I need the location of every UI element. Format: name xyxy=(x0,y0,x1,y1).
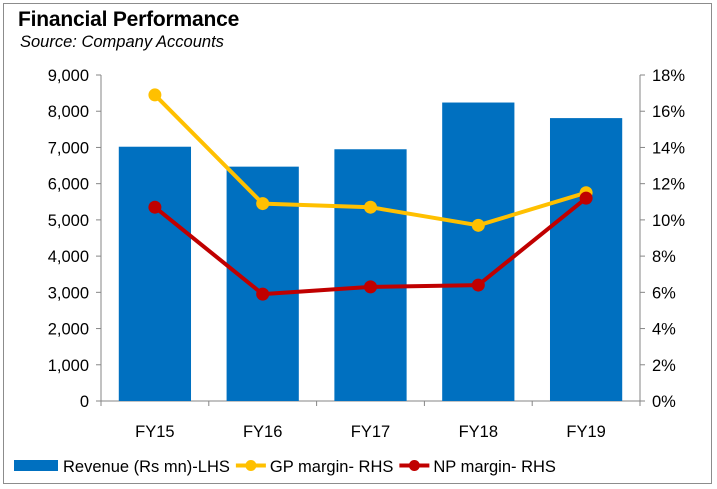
right-axis-tick-label: 0% xyxy=(652,393,676,411)
x-axis-tick-label: FY18 xyxy=(459,423,498,441)
left-axis-tick-label: 3,000 xyxy=(48,284,89,302)
x-axis-tick-label: FY16 xyxy=(243,423,282,441)
right-axis-tick-label: 8% xyxy=(652,248,676,266)
legend-swatch-revenue xyxy=(14,460,58,471)
np-margin-point xyxy=(364,280,377,294)
gp-margin-point xyxy=(471,218,485,232)
right-axis-tick-label: 2% xyxy=(652,357,676,375)
left-axis-tick-label: 9,000 xyxy=(48,67,89,85)
gp-margin-point xyxy=(364,200,377,214)
lines-group xyxy=(148,88,593,301)
chart-title: Financial Performance xyxy=(18,8,240,31)
left-axis-tick-label: 5,000 xyxy=(48,212,89,230)
np-margin-point xyxy=(256,287,270,301)
right-axis-tick-label: 12% xyxy=(652,176,685,194)
bars-group xyxy=(118,102,623,402)
revenue-bar xyxy=(334,149,407,401)
right-axis-tick-label: 14% xyxy=(652,139,685,157)
gp-margin-point xyxy=(256,197,270,211)
gp-margin-point xyxy=(148,88,162,102)
right-axis-tick-label: 16% xyxy=(652,103,685,121)
legend-label: GP margin- RHS xyxy=(270,458,393,476)
left-axis-tick-label: 8,000 xyxy=(48,103,89,121)
revenue-bar xyxy=(442,102,515,401)
legend-label: NP margin- RHS xyxy=(433,458,556,476)
left-axis-tick-label: 1,000 xyxy=(48,357,89,375)
legend-label: Revenue (Rs mn)-LHS xyxy=(63,458,230,476)
right-axis-tick-label: 18% xyxy=(652,67,685,85)
chart-subtitle: Source: Company Accounts xyxy=(20,33,224,51)
x-axis-tick-label: FY17 xyxy=(351,423,390,441)
right-axis-tick-label: 4% xyxy=(652,321,676,339)
chart-frame xyxy=(3,3,712,484)
revenue-bar xyxy=(118,146,192,401)
np-margin-point xyxy=(471,278,485,292)
legend-swatch-np-marker xyxy=(408,460,420,471)
legend: Revenue (Rs mn)-LHS GP margin- RHS NP marg… xyxy=(14,458,556,476)
legend-swatch-gp-marker xyxy=(245,460,257,471)
revenue-bar xyxy=(549,118,623,402)
x-axis-tick-label: FY19 xyxy=(566,423,605,441)
left-axis-tick-label: 0 xyxy=(80,393,89,411)
left-axis-tick-label: 2,000 xyxy=(48,321,89,339)
axes-group: 0 1,000 2,000 3,000 4,000 5,000 6,000 7,000 8,00… xyxy=(48,67,686,441)
np-margin-point xyxy=(148,200,162,214)
right-axis-tick-label: 6% xyxy=(652,284,676,302)
left-axis-tick-label: 6,000 xyxy=(48,176,89,194)
x-axis-tick-label: FY15 xyxy=(135,423,174,441)
np-margin-point xyxy=(579,191,593,205)
left-axis-tick-label: 4,000 xyxy=(48,248,89,266)
left-axis-tick-label: 7,000 xyxy=(48,139,89,157)
right-axis-tick-label: 10% xyxy=(652,212,685,230)
